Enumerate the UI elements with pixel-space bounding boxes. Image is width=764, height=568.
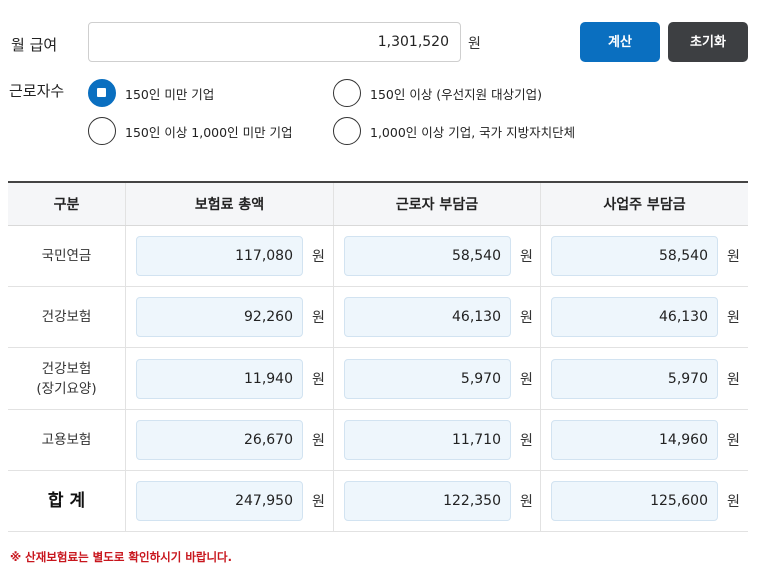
unit-label: 원 bbox=[312, 494, 325, 510]
cell-employee: 58,540 원 bbox=[334, 226, 541, 286]
row-label: 고용보험 bbox=[8, 410, 126, 470]
table-header: 구분 보험료 총액 근로자 부담금 사업주 부담금 bbox=[8, 183, 748, 226]
employer-value: 46,130 bbox=[551, 297, 718, 337]
salary-unit: 원 bbox=[468, 36, 481, 52]
radio-label: 1,000인 이상 기업, 국가 지방자치단체 bbox=[370, 124, 576, 140]
table-row: 건강보험 (장기요양) 11,940 원 5,970 원 5,970 원 bbox=[8, 348, 748, 410]
salary-row: 월 급여 1,301,520 원 계산 초기화 bbox=[0, 0, 764, 84]
employee-value: 5,970 bbox=[344, 358, 511, 399]
unit-label: 원 bbox=[520, 433, 533, 449]
unit-label: 원 bbox=[312, 249, 325, 265]
radio-unchecked-icon[interactable] bbox=[333, 79, 361, 107]
radio-label: 150인 이상 (우선지원 대상기업) bbox=[370, 86, 543, 102]
unit-label: 원 bbox=[727, 494, 740, 510]
employee-value: 46,130 bbox=[344, 297, 511, 337]
unit-label: 원 bbox=[312, 433, 325, 449]
row-label-line1: 건강보험 bbox=[41, 360, 92, 377]
notice-text: ※ 산재보험료는 별도로 확인하시기 바랍니다. bbox=[10, 550, 233, 564]
header-employer: 사업주 부담금 bbox=[603, 197, 686, 213]
radio-option-150-plus-priority[interactable]: 150인 이상 (우선지원 대상기업) bbox=[333, 79, 542, 107]
radio-label: 150인 미만 기업 bbox=[125, 86, 215, 102]
row-label: 건강보험 bbox=[8, 287, 126, 347]
radio-option-under-150[interactable]: 150인 미만 기업 bbox=[88, 79, 214, 107]
total-value: 11,940 bbox=[136, 358, 303, 399]
row-label-total: 합 계 bbox=[8, 471, 126, 531]
cell-total: 92,260 원 bbox=[126, 287, 334, 347]
cell-employee: 11,710 원 bbox=[334, 410, 541, 470]
total-value: 92,260 bbox=[136, 297, 303, 337]
calculate-button[interactable]: 계산 bbox=[580, 22, 660, 62]
employee-value: 11,710 bbox=[344, 420, 511, 460]
header-total: 보험료 총액 bbox=[126, 183, 334, 225]
unit-label: 원 bbox=[520, 494, 533, 510]
row-label-line2: (장기요양) bbox=[36, 380, 97, 397]
cell-employee: 122,350 원 bbox=[334, 471, 541, 531]
unit-label: 원 bbox=[727, 310, 740, 326]
cell-employer: 125,600 원 bbox=[541, 471, 748, 531]
insurance-table: 구분 보험료 총액 근로자 부담금 사업주 부담금 국민연금 117,080 원… bbox=[8, 181, 748, 532]
table-row: 건강보험 92,260 원 46,130 원 46,130 원 bbox=[8, 287, 748, 348]
cell-employee: 5,970 원 bbox=[334, 348, 541, 409]
employer-value: 58,540 bbox=[551, 236, 718, 276]
total-value: 247,950 bbox=[136, 481, 303, 521]
row-label: 건강보험 (장기요양) bbox=[8, 348, 126, 409]
unit-label: 원 bbox=[520, 310, 533, 326]
radio-option-1000-plus[interactable]: 1,000인 이상 기업, 국가 지방자치단체 bbox=[333, 117, 575, 145]
header-employee: 근로자 부담금 bbox=[334, 183, 541, 225]
table-row: 고용보험 26,670 원 11,710 원 14,960 원 bbox=[8, 410, 748, 471]
reset-button[interactable]: 초기화 bbox=[668, 22, 748, 62]
salary-input[interactable]: 1,301,520 bbox=[88, 22, 461, 62]
workers-label: 근로자수 bbox=[9, 82, 65, 100]
radio-option-150-to-1000[interactable]: 150인 이상 1,000인 미만 기업 bbox=[88, 117, 293, 145]
unit-label: 원 bbox=[312, 310, 325, 326]
cell-total: 26,670 원 bbox=[126, 410, 334, 470]
unit-label: 원 bbox=[520, 249, 533, 265]
total-value: 26,670 bbox=[136, 420, 303, 460]
unit-label: 원 bbox=[312, 371, 325, 388]
unit-label: 원 bbox=[520, 371, 533, 388]
unit-label: 원 bbox=[727, 371, 740, 388]
cell-total: 247,950 원 bbox=[126, 471, 334, 531]
employer-value: 14,960 bbox=[551, 420, 718, 460]
row-label: 국민연금 bbox=[8, 226, 126, 286]
total-value: 117,080 bbox=[136, 236, 303, 276]
salary-label: 월 급여 bbox=[11, 36, 58, 54]
unit-label: 원 bbox=[727, 249, 740, 265]
radio-unchecked-icon[interactable] bbox=[88, 117, 116, 145]
cell-total: 11,940 원 bbox=[126, 348, 334, 409]
cell-employer: 58,540 원 bbox=[541, 226, 748, 286]
radio-checked-icon[interactable] bbox=[88, 79, 116, 107]
cell-total: 117,080 원 bbox=[126, 226, 334, 286]
cell-employer: 46,130 원 bbox=[541, 287, 748, 347]
table-row-total: 합 계 247,950 원 122,350 원 125,600 원 bbox=[8, 471, 748, 532]
unit-label: 원 bbox=[727, 433, 740, 449]
employer-value: 125,600 bbox=[551, 481, 718, 521]
header-category: 구분 bbox=[8, 183, 126, 225]
employee-value: 122,350 bbox=[344, 481, 511, 521]
cell-employee: 46,130 원 bbox=[334, 287, 541, 347]
radio-unchecked-icon[interactable] bbox=[333, 117, 361, 145]
employee-value: 58,540 bbox=[344, 236, 511, 276]
employer-value: 5,970 bbox=[551, 358, 718, 399]
table-row: 국민연금 117,080 원 58,540 원 58,540 원 bbox=[8, 226, 748, 287]
cell-employer: 5,970 원 bbox=[541, 348, 748, 409]
radio-label: 150인 이상 1,000인 미만 기업 bbox=[125, 124, 293, 140]
cell-employer: 14,960 원 bbox=[541, 410, 748, 470]
